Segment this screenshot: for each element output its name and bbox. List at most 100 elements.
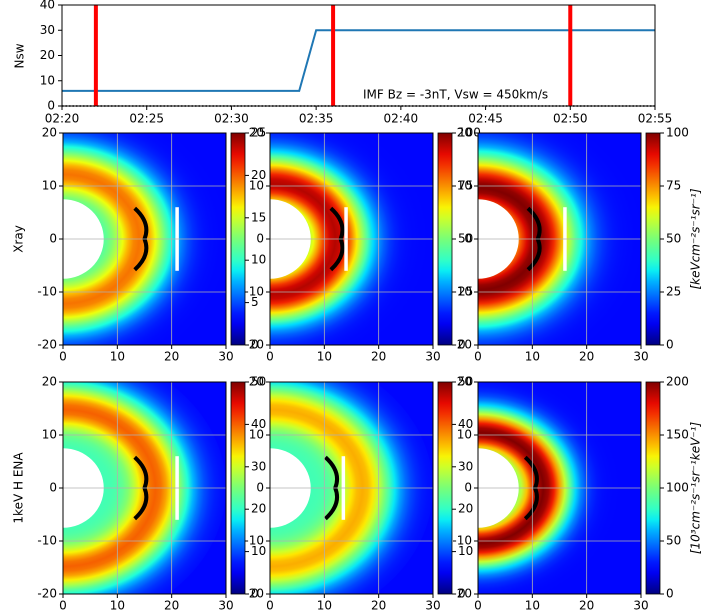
x-tick-label: 02:45 xyxy=(468,112,503,126)
colorbar-tick-label: 10 xyxy=(251,253,266,267)
x-tick-label: 0 xyxy=(266,350,274,364)
colorbar-label: [10³cm⁻²s⁻¹sr⁻¹keV⁻¹] xyxy=(689,422,703,555)
y-axis-label: Nsw xyxy=(13,43,27,68)
y-tick-label: 0 xyxy=(464,232,472,246)
x-tick-label: 20 xyxy=(579,350,594,364)
x-tick-label: 0 xyxy=(59,599,67,610)
plot-frame xyxy=(269,381,434,595)
colorbar-tick-label: 10 xyxy=(251,544,266,558)
x-tick-label: 02:20 xyxy=(45,112,80,126)
x-tick-label: 20 xyxy=(164,599,179,610)
y-tick-label: -10 xyxy=(244,534,264,548)
y-tick-label: -10 xyxy=(37,285,57,299)
y-tick-label: 10 xyxy=(42,179,57,193)
colorbar xyxy=(437,132,453,346)
x-tick-label: 10 xyxy=(110,350,125,364)
y-tick-label: -10 xyxy=(452,285,472,299)
y-tick-label: -20 xyxy=(452,587,472,601)
x-tick-label: 10 xyxy=(317,599,332,610)
x-tick-label: 30 xyxy=(218,599,233,610)
heatmap xyxy=(63,133,226,345)
plot-frame xyxy=(61,4,656,107)
y-tick-label: -10 xyxy=(452,534,472,548)
colorbar-tick-label: 100 xyxy=(458,126,481,140)
colorbar-tick-label: 20 xyxy=(251,502,266,516)
y-tick-label: 10 xyxy=(42,428,57,442)
plot-frame xyxy=(62,381,227,595)
y-tick-label: 20 xyxy=(249,126,264,140)
colorbar-tick-label: 40 xyxy=(458,417,473,431)
colorbar-tick-label: 10 xyxy=(458,544,473,558)
heatmap xyxy=(270,382,433,594)
plot-frame xyxy=(477,381,642,595)
row-label: Xray xyxy=(12,225,26,253)
colorbar-tick-label: 5 xyxy=(251,295,259,309)
colorbar-tick-label: 25 xyxy=(666,285,681,299)
colorbar-tick-label: 75 xyxy=(666,179,681,193)
x-tick-label: 10 xyxy=(317,350,332,364)
x-tick-label: 10 xyxy=(525,350,540,364)
x-tick-label: 30 xyxy=(425,599,440,610)
y-tick-label: -20 xyxy=(37,587,57,601)
colorbar-tick-label: 15 xyxy=(251,210,266,224)
colorbar-tick-label: 0 xyxy=(666,587,674,601)
row-label: 1keV H ENA xyxy=(12,452,26,524)
y-tick-label: 20 xyxy=(457,126,472,140)
plot-frame xyxy=(477,132,642,346)
colorbar-label: [keVcm⁻²s⁻¹sr⁻¹] xyxy=(689,188,703,289)
x-tick-label: 02:35 xyxy=(299,112,334,126)
colorbar-tick-label: 75 xyxy=(458,179,473,193)
y-tick-label: 20 xyxy=(42,126,57,140)
y-tick-label: 0 xyxy=(256,232,264,246)
y-tick-label: -10 xyxy=(37,534,57,548)
x-tick-label: 20 xyxy=(371,599,386,610)
y-tick-label: -20 xyxy=(452,338,472,352)
annotation: IMF Bz = -3nT, Vsw = 450km/s xyxy=(363,88,548,102)
y-tick-label: 0 xyxy=(256,481,264,495)
colorbar-tick-label: 50 xyxy=(251,375,266,389)
y-tick-label: 10 xyxy=(249,428,264,442)
y-tick-label: 20 xyxy=(249,375,264,389)
x-tick-label: 0 xyxy=(474,599,482,610)
colorbar-tick-label: 30 xyxy=(251,459,266,473)
colorbar-tick-label: 200 xyxy=(666,375,689,389)
colorbar-tick-label: 20 xyxy=(251,168,266,182)
x-tick-label: 30 xyxy=(633,350,648,364)
y-tick-label: 0 xyxy=(47,99,55,113)
x-tick-label: 0 xyxy=(474,350,482,364)
colorbar-tick-label: 50 xyxy=(666,534,681,548)
y-tick-label: 20 xyxy=(40,48,55,62)
y-tick-label: 10 xyxy=(457,179,472,193)
colorbar-tick-label: 100 xyxy=(666,126,689,140)
y-tick-label: -20 xyxy=(244,587,264,601)
x-tick-label: 02:30 xyxy=(214,112,249,126)
colorbar-tick-label: 0 xyxy=(666,338,674,352)
x-tick-label: 20 xyxy=(164,350,179,364)
y-tick-label: -20 xyxy=(244,338,264,352)
y-tick-label: -20 xyxy=(37,338,57,352)
y-tick-label: 0 xyxy=(49,232,57,246)
x-tick-label: 0 xyxy=(266,599,274,610)
colorbar-tick-label: 0 xyxy=(458,587,466,601)
heatmap xyxy=(478,382,641,594)
x-tick-label: 30 xyxy=(633,599,648,610)
x-tick-label: 02:40 xyxy=(384,112,419,126)
colorbar xyxy=(645,381,661,595)
x-tick-label: 10 xyxy=(525,599,540,610)
y-tick-label: 0 xyxy=(49,481,57,495)
colorbar-tick-label: 50 xyxy=(458,375,473,389)
y-tick-label: 10 xyxy=(40,73,55,87)
y-tick-label: 40 xyxy=(40,0,55,12)
x-tick-label: 30 xyxy=(425,350,440,364)
heatmap xyxy=(478,133,641,345)
x-tick-label: 02:55 xyxy=(638,112,673,126)
colorbar xyxy=(437,381,453,595)
x-tick-label: 02:25 xyxy=(129,112,164,126)
plot-frame xyxy=(62,132,227,346)
plot-frame xyxy=(269,132,434,346)
y-tick-label: 0 xyxy=(464,481,472,495)
y-tick-label: 10 xyxy=(457,428,472,442)
x-tick-label: 20 xyxy=(371,350,386,364)
y-tick-label: 10 xyxy=(249,179,264,193)
